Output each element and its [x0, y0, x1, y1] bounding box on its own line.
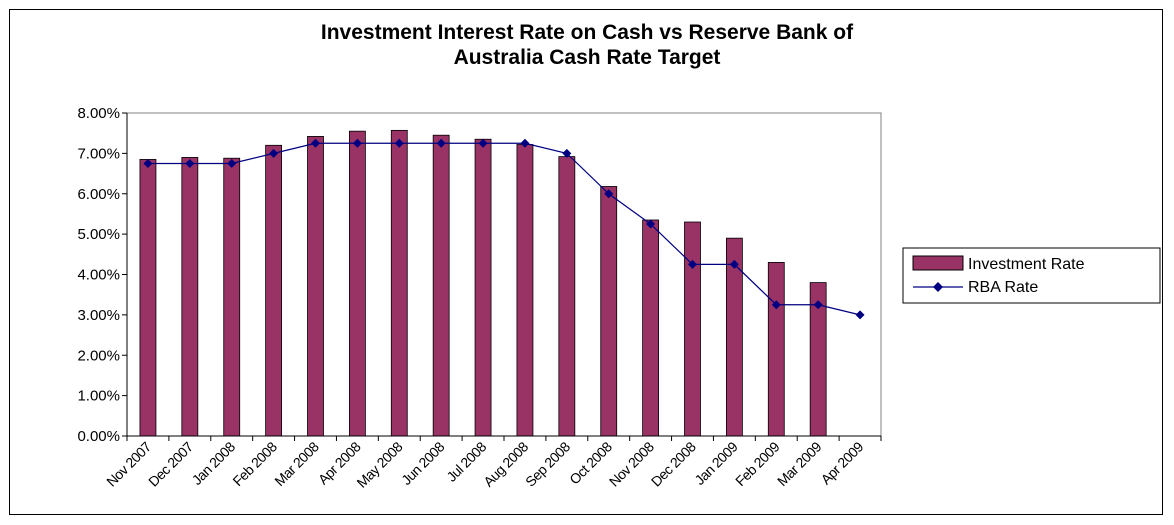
point-rba-rate [311, 138, 320, 148]
x-tick-label: Dec 2007 [145, 438, 196, 489]
y-tick-label: 0.00% [77, 428, 120, 445]
x-tick-label: Nov 2008 [606, 438, 657, 489]
x-tick-label: Aug 2008 [480, 438, 531, 489]
point-rba-rate [352, 138, 362, 148]
point-rba-rate [813, 300, 823, 310]
x-tick-label: Dec 2008 [648, 438, 699, 489]
bar-investment-rate [767, 261, 785, 437]
point-rba-rate [269, 148, 279, 158]
bar-investment-rate [432, 134, 450, 437]
x-tick-label: Sep 2008 [522, 438, 573, 489]
bars-group [139, 129, 827, 437]
bar-investment-rate [139, 159, 157, 437]
bar-investment-rate [642, 219, 660, 437]
bar-investment-rate [265, 144, 283, 437]
point-rba-rate [646, 219, 656, 229]
legend-label-investment-rate: Investment Rate [968, 256, 1085, 273]
point-rba-rate [562, 148, 572, 158]
chart-title-line-1: Investment Interest Rate on Cash vs Rese… [320, 21, 854, 44]
bar-investment-rate [600, 186, 618, 437]
y-tick-label: 5.00% [77, 226, 120, 243]
point-rba-rate [771, 300, 781, 310]
y-tick-label: 6.00% [77, 186, 120, 203]
y-tick-label: 3.00% [77, 307, 120, 324]
plot-area [126, 112, 882, 437]
chart-title: Investment Interest Rate on Cash vs Rese… [0, 20, 1174, 70]
point-rba-rate [604, 189, 614, 199]
x-tick-label: Nov 2007 [103, 438, 154, 489]
x-tick-label: Feb 2009 [732, 438, 783, 489]
bar-investment-rate [516, 144, 534, 437]
bar-investment-rate [684, 221, 701, 437]
legend-marker-rba-rate [933, 282, 943, 292]
legend-swatch-investment-rate [912, 255, 964, 271]
point-rba-rate [185, 158, 195, 168]
legend-label-rba-rate: RBA Rate [968, 279, 1038, 296]
bar-investment-rate [558, 156, 576, 437]
bar-investment-rate [474, 138, 492, 437]
bar-investment-rate [307, 136, 324, 437]
point-rba-rate [143, 158, 153, 168]
point-rba-rate [227, 158, 237, 168]
axes-group [122, 112, 882, 441]
line-group [143, 138, 865, 320]
bar-investment-rate [181, 157, 199, 437]
y-tick-label: 2.00% [77, 347, 120, 364]
bar-investment-rate [223, 157, 241, 437]
line-rba-rate [147, 142, 861, 316]
x-tick-label: Apr 2009 [818, 438, 867, 487]
y-tick-label: 1.00% [77, 388, 120, 405]
x-tick-label: Jun 2008 [398, 438, 448, 488]
point-rba-rate [729, 259, 739, 269]
y-tick-label: 4.00% [77, 267, 120, 284]
y-tick-label: 7.00% [77, 145, 120, 162]
x-tick-label: Feb 2008 [229, 438, 280, 489]
chart-title-line-2: Australia Cash Rate Target [453, 46, 721, 69]
y-tick-label: 8.00% [77, 105, 120, 122]
x-tick-label: Mar 2008 [271, 438, 322, 489]
bar-investment-rate [348, 130, 366, 437]
point-rba-rate [520, 138, 530, 148]
x-tick-label: Mar 2009 [774, 438, 825, 489]
point-rba-rate [394, 138, 404, 148]
point-rba-rate [688, 259, 697, 269]
legend: Investment Rate RBA Rate [902, 247, 1161, 304]
x-tick-label: May 2008 [353, 438, 405, 490]
point-rba-rate [436, 138, 446, 148]
point-rba-rate [855, 310, 865, 320]
point-rba-rate [478, 138, 488, 148]
bar-investment-rate [390, 129, 408, 437]
